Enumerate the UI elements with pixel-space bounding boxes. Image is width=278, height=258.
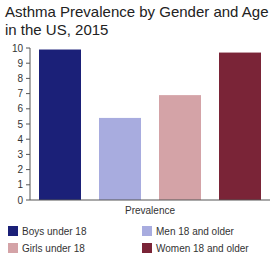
y-tick	[26, 93, 30, 94]
y-axis	[30, 48, 31, 200]
legend-label: Boys under 18	[22, 226, 87, 237]
y-tick	[26, 169, 30, 170]
y-tick	[26, 78, 30, 79]
y-tick	[26, 63, 30, 64]
y-tick-label: 7	[17, 88, 23, 99]
y-tick-label: 5	[17, 119, 23, 130]
legend-swatch	[8, 243, 18, 253]
y-tick-label: 8	[17, 73, 23, 84]
title: Asthma Prevalence by Gender and Age in t…	[5, 3, 273, 39]
legend-swatch	[142, 243, 152, 253]
legend-label: Women 18 and older	[156, 243, 249, 254]
legend-swatch	[142, 226, 152, 236]
bar	[39, 50, 81, 200]
x-axis	[30, 200, 270, 201]
y-tick-label: 2	[17, 164, 23, 175]
y-tick	[26, 184, 30, 185]
y-tick-label: 3	[17, 149, 23, 160]
y-tick	[26, 124, 30, 125]
x-tick-label: Prevalence	[125, 205, 175, 216]
legend-swatch	[8, 226, 18, 236]
y-tick	[26, 200, 30, 201]
legend-label: Girls under 18	[22, 243, 85, 254]
y-tick	[26, 48, 30, 49]
bar	[159, 95, 201, 200]
chart: 0 1 2 3 4 5 6 7 8 9 10 Prevalence Boys under 18 Men 1…	[0, 0, 278, 258]
y-tick	[26, 139, 30, 140]
legend-label: Men 18 and older	[156, 226, 235, 237]
bar	[99, 118, 141, 200]
y-tick-label: 1	[17, 179, 23, 190]
y-tick-label: 4	[17, 134, 23, 145]
bars	[39, 50, 261, 200]
y-tick-label: 0	[17, 195, 23, 206]
y-tick	[26, 108, 30, 109]
bar	[219, 53, 261, 200]
y-tick-label: 9	[17, 58, 23, 69]
y-tick	[26, 154, 30, 155]
y-tick-label: 10	[12, 43, 24, 54]
y-tick-label: 6	[17, 103, 23, 114]
